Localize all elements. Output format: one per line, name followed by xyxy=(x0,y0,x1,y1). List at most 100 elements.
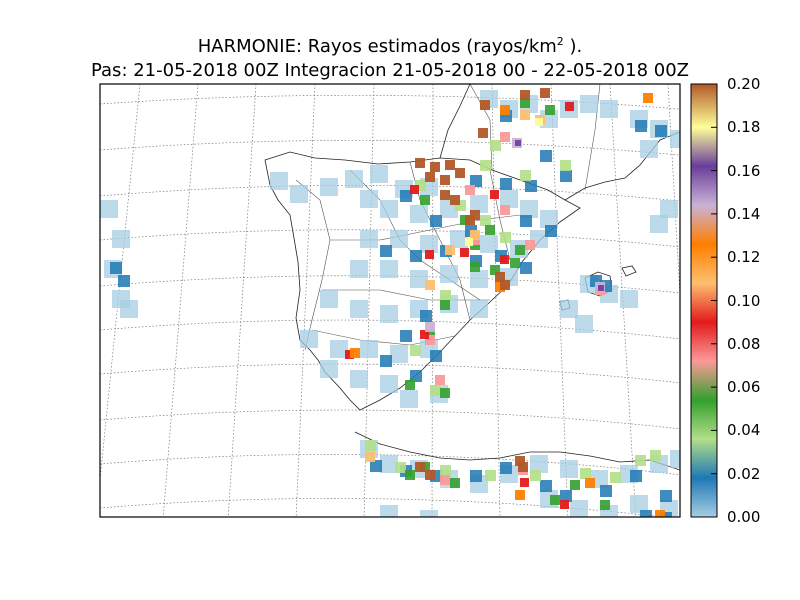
lightning-cell xyxy=(600,500,610,510)
lightning-cell xyxy=(520,200,538,218)
lightning-cell xyxy=(415,180,426,191)
lightning-cell xyxy=(490,265,500,275)
lightning-cell xyxy=(560,460,578,478)
lightning-cell xyxy=(520,110,530,120)
lightning-cell xyxy=(530,455,548,473)
colorbar-tick-label: 0.02 xyxy=(727,464,761,483)
lightning-cell xyxy=(440,290,451,301)
lightning-cell xyxy=(100,200,118,218)
title-end-text: ). xyxy=(563,36,583,57)
lightning-cell xyxy=(420,195,430,205)
lightning-cell xyxy=(540,210,558,228)
lightning-cell xyxy=(425,335,435,345)
lightning-cell xyxy=(545,105,555,115)
lightning-cell xyxy=(425,470,435,480)
lightning-cell xyxy=(480,100,490,110)
lightning-cell xyxy=(440,475,450,485)
lightning-cell xyxy=(500,232,511,243)
lightning-cell xyxy=(660,200,678,218)
lightning-cell xyxy=(450,195,460,205)
lightning-cell xyxy=(410,205,428,223)
lightning-cell xyxy=(430,350,442,362)
lightning-cell xyxy=(455,168,465,178)
lightning-cell xyxy=(405,380,415,390)
lightning-cell xyxy=(650,450,661,461)
title-superscript: 2 xyxy=(556,35,564,48)
colorbar-tick-label: 0.06 xyxy=(727,378,761,397)
lightning-cell xyxy=(465,215,475,225)
lightning-cell xyxy=(470,270,488,288)
lightning-cell xyxy=(395,462,406,473)
lightning-cell xyxy=(535,118,543,126)
lightning-cell xyxy=(565,102,574,111)
lightning-cell xyxy=(560,300,578,318)
lightning-cell xyxy=(450,230,468,248)
lightning-cell xyxy=(670,130,680,148)
lightning-cell xyxy=(400,330,412,342)
lightning-cell xyxy=(440,388,450,398)
lightning-cell xyxy=(655,125,667,137)
lightning-cell xyxy=(485,225,495,235)
colorbar-tick-label: 0.16 xyxy=(727,161,761,180)
lightning-cell xyxy=(420,310,432,322)
lightning-cell xyxy=(435,375,445,385)
lightning-cell xyxy=(445,245,455,255)
lightning-cell xyxy=(425,172,435,182)
lightning-cell xyxy=(470,262,480,272)
lightning-cell xyxy=(500,190,518,208)
lightning-cell xyxy=(345,170,363,188)
lightning-cell xyxy=(500,132,510,142)
lightning-cell xyxy=(470,175,482,187)
lightning-cell xyxy=(320,178,338,196)
lightning-cell xyxy=(580,95,598,113)
lightning-cell xyxy=(350,300,368,318)
graticule-grid xyxy=(100,84,680,517)
lightning-cell xyxy=(400,390,418,408)
colorbar-tick-label: 0.18 xyxy=(727,118,761,137)
lightning-cell xyxy=(460,248,469,257)
lightning-cell xyxy=(515,140,521,146)
gulf-lion-coastline xyxy=(564,131,680,201)
lightning-cell xyxy=(480,215,491,226)
lightning-cell xyxy=(500,205,510,215)
lightning-cell xyxy=(445,160,455,170)
lightning-cell xyxy=(540,150,552,162)
lightning-cell xyxy=(530,470,541,481)
lightning-cell xyxy=(380,260,398,278)
lightning-cell xyxy=(640,510,652,517)
lightning-cell xyxy=(640,140,658,158)
lightning-cell xyxy=(560,170,572,182)
lightning-cell xyxy=(380,305,398,323)
lightning-cell xyxy=(575,315,593,333)
lightning-cell xyxy=(470,300,488,318)
lightning-cell xyxy=(520,170,531,181)
lightning-cell xyxy=(560,160,571,171)
lightning-cell xyxy=(430,162,440,172)
lightning-cell xyxy=(440,265,458,283)
lightning-cell xyxy=(570,480,580,490)
lightning-cell xyxy=(520,90,530,100)
lightning-cell xyxy=(360,190,378,208)
lightning-cell xyxy=(415,158,425,168)
lightning-cell xyxy=(380,245,392,257)
north-africa-coastline xyxy=(354,431,680,471)
lightning-cell xyxy=(400,190,412,202)
lightning-cell xyxy=(485,470,496,481)
lightning-cell xyxy=(490,190,499,199)
lightning-cell xyxy=(525,180,537,192)
lightning-cell xyxy=(380,355,392,367)
lightning-cell xyxy=(380,200,398,218)
lightning-cell xyxy=(480,160,491,171)
menorca-coastline xyxy=(621,265,637,277)
lightning-cell xyxy=(370,460,382,472)
lightning-cell xyxy=(440,300,450,310)
lightning-cell xyxy=(520,215,532,227)
lightning-cell xyxy=(410,345,421,356)
lightning-cell xyxy=(370,165,388,183)
lightning-cell xyxy=(490,140,501,151)
lightning-cell xyxy=(635,120,647,132)
lightning-cell xyxy=(390,345,408,363)
lightning-cell xyxy=(440,175,450,185)
lightning-cell xyxy=(520,478,529,487)
